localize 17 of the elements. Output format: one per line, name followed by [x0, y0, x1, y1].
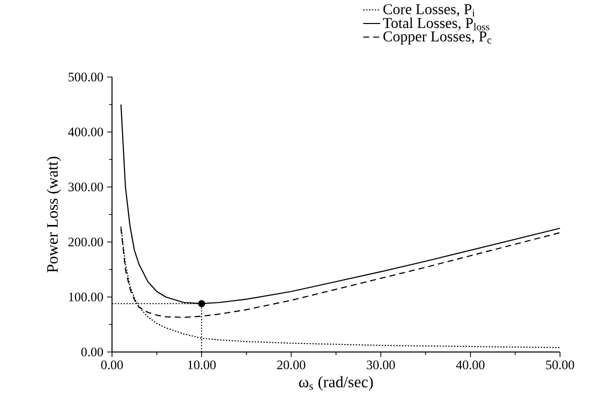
x-axis-title: ω$_{s}$ (rad/sec): [299, 376, 373, 391]
x-tick-label: 10.00: [188, 360, 216, 370]
legend-label: Total Losses, P$_{loss}$: [383, 18, 490, 30]
x-tick-label: 40.00: [456, 360, 484, 370]
x-tick-label: 0.00: [101, 360, 123, 370]
y-tick-label: 400.00: [68, 128, 104, 136]
y-tick-label: 300.00: [68, 182, 104, 192]
legend-label: Copper Losses, P$_{c}$: [383, 31, 492, 45]
x-tick-label: 20.00: [277, 360, 306, 370]
x-tick-label: 50.00: [546, 360, 574, 370]
y-tick-label: 200.00: [68, 238, 104, 246]
x-tick-label: 30.00: [366, 360, 395, 370]
y-tick-label: 0.00: [81, 348, 104, 356]
y-tick-label: 500.00: [68, 72, 104, 82]
legend-label: Core Losses, P$_{i}$: [383, 4, 475, 16]
y-axis-title: Power Loss (watt): [46, 156, 62, 272]
y-tick-label: 100.00: [69, 292, 104, 302]
